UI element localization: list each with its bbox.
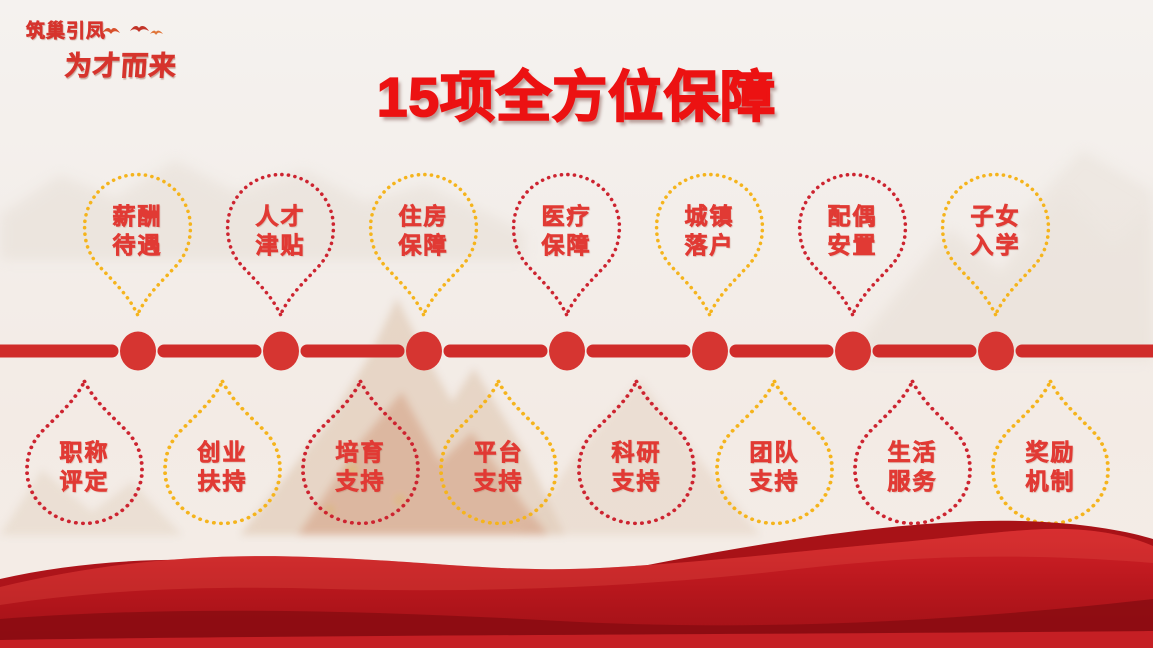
guarantee-item-team: 团队 支持 (712, 378, 837, 528)
teardrop-outline-icon (82, 172, 193, 318)
guarantee-label: 住房 保障 (398, 203, 449, 258)
guarantee-label: 城镇 落户 (684, 203, 735, 258)
teardrop-outline-icon (225, 172, 336, 318)
guarantee-label: 子女 入学 (970, 203, 1021, 258)
guarantee-label: 奖励 机制 (1025, 439, 1076, 494)
guarantee-label: 创业 扶持 (197, 439, 248, 494)
guarantee-row-bottom: 职称 评定 创业 扶持 培育 支持 平台 支持 科研 支持 团队 支持 生活 服… (22, 378, 1113, 528)
teardrop-outline-icon (368, 172, 479, 318)
teardrop-outline-icon (439, 378, 558, 526)
guarantee-label: 薪酬 待遇 (112, 203, 163, 258)
teardrop-outline-icon (301, 378, 420, 526)
teardrop-outline-icon (25, 378, 144, 526)
guarantee-label: 科研 支持 (611, 439, 662, 494)
guarantee-label: 团队 支持 (749, 439, 800, 494)
guarantee-label: 平台 支持 (473, 439, 524, 494)
guarantee-label: 生活 服务 (887, 439, 938, 494)
teardrop-outline-icon (715, 378, 834, 526)
guarantee-row-top: 薪酬 待遇 人才 津贴 住房 保障 医疗 保障 城镇 落户 配偶 安置 子女 入… (80, 170, 1053, 318)
flying-birds-icon (102, 26, 163, 35)
guarantee-item-housing: 住房 保障 (366, 170, 481, 318)
guarantee-item-platform: 平台 支持 (436, 378, 561, 528)
teardrop-outline-icon (511, 172, 622, 318)
guarantee-item-title-evaluation: 职称 评定 (22, 378, 147, 528)
page-title: 15项全方位保障 (376, 65, 777, 129)
logo: 筑巢引凤 为才而来 (26, 16, 246, 86)
guarantee-label: 人才 津贴 (255, 203, 306, 258)
teardrop-outline-icon (940, 172, 1051, 318)
red-ribbon-art (0, 520, 1153, 648)
guarantee-label: 职称 评定 (59, 439, 110, 494)
teardrop-outline-icon (797, 172, 908, 318)
teardrop-outline-icon (853, 378, 972, 526)
guarantee-item-medical: 医疗 保障 (509, 170, 624, 318)
guarantee-item-salary: 薪酬 待遇 (80, 170, 195, 318)
guarantee-item-life-services: 生活 服务 (850, 378, 975, 528)
logo-slogan-line1: 筑巢引凤 (26, 21, 107, 43)
guarantee-label: 医疗 保障 (541, 203, 592, 258)
teardrop-outline-icon (577, 378, 696, 526)
teardrop-outline-icon (654, 172, 765, 318)
guarantee-label: 配偶 安置 (827, 203, 878, 258)
guarantee-label: 培育 支持 (335, 439, 386, 494)
timeline-node-dots (120, 331, 1014, 371)
guarantee-item-talent-subsidy: 人才 津贴 (223, 170, 338, 318)
guarantee-item-reward: 奖励 机制 (988, 378, 1113, 528)
guarantee-item-children-school: 子女 入学 (938, 170, 1053, 318)
timeline-axis (0, 331, 1153, 371)
guarantee-item-cultivation: 培育 支持 (298, 378, 423, 528)
guarantee-item-research: 科研 支持 (574, 378, 699, 528)
guarantee-item-hukou: 城镇 落户 (652, 170, 767, 318)
guarantee-item-entrepreneurship: 创业 扶持 (160, 378, 285, 528)
teardrop-outline-icon (163, 378, 282, 526)
guarantee-item-spouse: 配偶 安置 (795, 170, 910, 318)
